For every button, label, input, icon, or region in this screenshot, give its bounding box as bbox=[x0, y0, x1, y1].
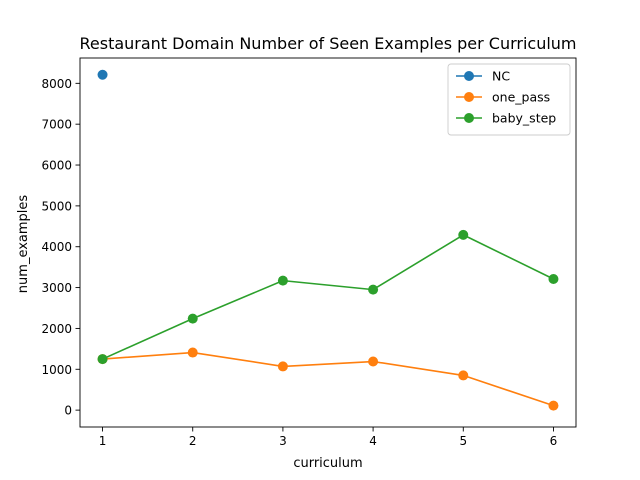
x-tick-label-0: 1 bbox=[99, 434, 107, 448]
series-line-baby-step bbox=[102, 234, 554, 360]
point-baby-step-3 bbox=[368, 284, 379, 295]
legend-marker-nc bbox=[464, 71, 474, 81]
axes-frame bbox=[79, 57, 577, 428]
plot-area: 1 2 3 4 5 6 0 1000 2000 3000 4000 5000 6000 7000 8000 N… bbox=[41, 57, 577, 448]
series-line-one-pass bbox=[102, 351, 554, 407]
x-tick-label-2: 3 bbox=[279, 434, 287, 448]
point-one-pass-5 bbox=[548, 400, 559, 411]
point-one-pass-1 bbox=[187, 347, 198, 358]
y-tick-label-6: 6000 bbox=[41, 159, 72, 173]
legend-label-one-pass: one_pass bbox=[492, 90, 550, 105]
y-tick-label-2: 2000 bbox=[41, 322, 72, 336]
point-nc-0 bbox=[97, 69, 108, 80]
point-one-pass-4 bbox=[458, 370, 469, 381]
legend-marker-one-pass bbox=[464, 92, 474, 102]
legend-label-baby-step: baby_step bbox=[492, 111, 556, 126]
point-baby-step-4 bbox=[458, 229, 469, 240]
y-tick-label-3: 3000 bbox=[41, 281, 72, 295]
y-tick-label-7: 7000 bbox=[41, 118, 72, 132]
point-baby-step-5 bbox=[548, 273, 559, 284]
x-axis-label: curriculum bbox=[293, 456, 362, 471]
point-one-pass-3 bbox=[368, 356, 379, 367]
x-tick-label-5: 6 bbox=[550, 434, 558, 448]
y-tick-label-5: 5000 bbox=[41, 199, 72, 213]
x-tick-label-1: 2 bbox=[189, 434, 197, 448]
y-tick-label-4: 4000 bbox=[41, 240, 72, 254]
y-axis-label: num_examples bbox=[16, 195, 31, 294]
legend-marker-baby-step bbox=[464, 113, 474, 123]
y-tick-label-0: 0 bbox=[64, 404, 72, 418]
x-tick-label-4: 5 bbox=[459, 434, 467, 448]
y-tick-label-1: 1000 bbox=[41, 363, 72, 377]
legend-label-nc: NC bbox=[492, 69, 510, 84]
point-baby-step-2 bbox=[277, 275, 288, 286]
x-tick-label-3: 4 bbox=[369, 434, 377, 448]
chart-title: Restaurant Domain Number of Seen Example… bbox=[79, 34, 576, 53]
point-baby-step-0 bbox=[97, 354, 108, 365]
point-baby-step-1 bbox=[187, 313, 198, 324]
point-one-pass-2 bbox=[277, 361, 288, 372]
y-tick-label-8: 8000 bbox=[41, 77, 72, 91]
